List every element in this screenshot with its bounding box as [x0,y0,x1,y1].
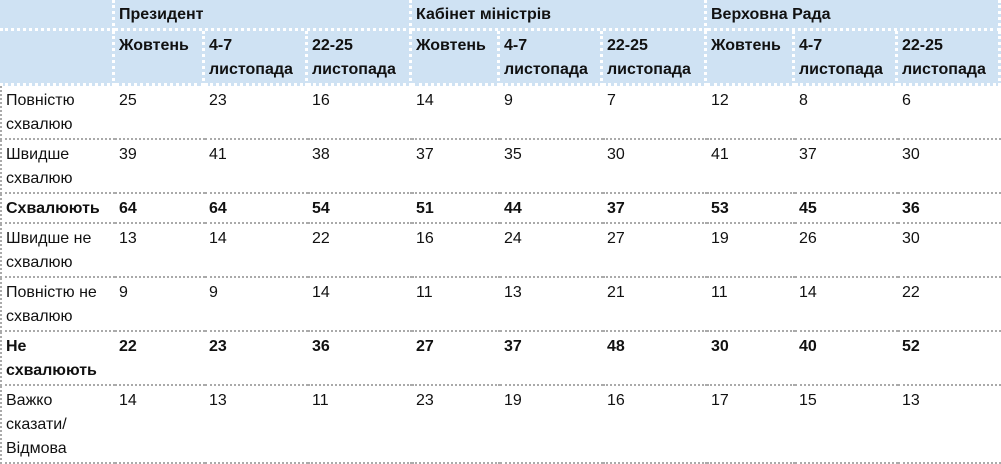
cell-value: 45 [795,194,898,224]
cell-value: 64 [115,194,205,224]
cell-value: 27 [603,224,707,278]
cell-value: 13 [898,386,1001,464]
cell-value: 15 [795,386,898,464]
cell-value: 35 [500,140,603,194]
row-label: Повністю не схвалюю [0,278,115,332]
cell-value: 17 [707,386,795,464]
table-row: Важко сказати/ Відмова 14 13 11 23 19 16 17 15 13 [0,386,1001,464]
cell-value: 37 [412,140,500,194]
cell-value: 64 [205,194,308,224]
group-header: Верховна Рада [707,0,1001,31]
subheader: 22-25 листопада [898,31,1001,86]
cell-value: 11 [707,278,795,332]
cell-value: 48 [603,332,707,386]
table-row: Повністю не схвалюю 9 9 14 11 13 21 11 14 22 [0,278,1001,332]
row-label: Повністю схвалюю [0,86,115,140]
cell-value: 22 [898,278,1001,332]
cell-value: 12 [707,86,795,140]
cell-value: 13 [500,278,603,332]
subheader-row: Жовтень 4-7 листопада 22-25 листопада Жовте… [0,31,1001,86]
cell-value: 30 [603,140,707,194]
cell-value: 38 [308,140,412,194]
corner-cell [0,31,115,86]
subheader: 22-25 листопада [308,31,412,86]
cell-value: 16 [603,386,707,464]
cell-value: 36 [308,332,412,386]
cell-value: 14 [795,278,898,332]
group-header: Кабінет міністрів [412,0,707,31]
cell-value: 14 [412,86,500,140]
cell-value: 30 [898,224,1001,278]
cell-value: 37 [500,332,603,386]
cell-value: 30 [707,332,795,386]
table-row: Повністю схвалюю 25 23 16 14 9 7 12 8 6 [0,86,1001,140]
subheader: 4-7 листопада [205,31,308,86]
row-label: Швидше схвалюю [0,140,115,194]
row-label: Важко сказати/ Відмова [0,386,115,464]
cell-value: 6 [898,86,1001,140]
cell-value: 41 [205,140,308,194]
cell-value: 11 [412,278,500,332]
corner-cell [0,0,115,31]
cell-value: 23 [205,332,308,386]
group-header-row: Президент Кабінет міністрів Верховна Рад… [0,0,1001,31]
subheader: 4-7 листопада [500,31,603,86]
cell-value: 11 [308,386,412,464]
subheader: Жовтень [115,31,205,86]
table-row: Швидше не схвалюю 13 14 22 16 24 27 19 26 30 [0,224,1001,278]
subheader: Жовтень [707,31,795,86]
cell-value: 19 [707,224,795,278]
cell-value: 24 [500,224,603,278]
cell-value: 14 [308,278,412,332]
cell-value: 14 [205,224,308,278]
subheader: 4-7 листопада [795,31,898,86]
cell-value: 22 [115,332,205,386]
cell-value: 7 [603,86,707,140]
subheader: Жовтень [412,31,500,86]
cell-value: 13 [115,224,205,278]
table-row: Схвалюють 64 64 54 51 44 37 53 45 36 [0,194,1001,224]
cell-value: 26 [795,224,898,278]
cell-value: 9 [115,278,205,332]
cell-value: 51 [412,194,500,224]
row-label: Швидше не схвалюю [0,224,115,278]
row-label: Схвалюють [0,194,115,224]
cell-value: 41 [707,140,795,194]
cell-value: 37 [795,140,898,194]
cell-value: 21 [603,278,707,332]
table-row: Не схвалюють 22 23 36 27 37 48 30 40 52 [0,332,1001,386]
group-header: Президент [115,0,412,31]
cell-value: 53 [707,194,795,224]
cell-value: 9 [205,278,308,332]
cell-value: 44 [500,194,603,224]
cell-value: 14 [115,386,205,464]
cell-value: 39 [115,140,205,194]
cell-value: 16 [412,224,500,278]
cell-value: 23 [412,386,500,464]
cell-value: 36 [898,194,1001,224]
cell-value: 37 [603,194,707,224]
cell-value: 30 [898,140,1001,194]
cell-value: 25 [115,86,205,140]
table-row: Швидше схвалюю 39 41 38 37 35 30 41 37 30 [0,140,1001,194]
cell-value: 8 [795,86,898,140]
cell-value: 54 [308,194,412,224]
cell-value: 19 [500,386,603,464]
row-label: Не схвалюють [0,332,115,386]
cell-value: 13 [205,386,308,464]
cell-value: 16 [308,86,412,140]
cell-value: 52 [898,332,1001,386]
cell-value: 40 [795,332,898,386]
cell-value: 27 [412,332,500,386]
cell-value: 9 [500,86,603,140]
cell-value: 23 [205,86,308,140]
cell-value: 22 [308,224,412,278]
subheader: 22-25 листопада [603,31,707,86]
